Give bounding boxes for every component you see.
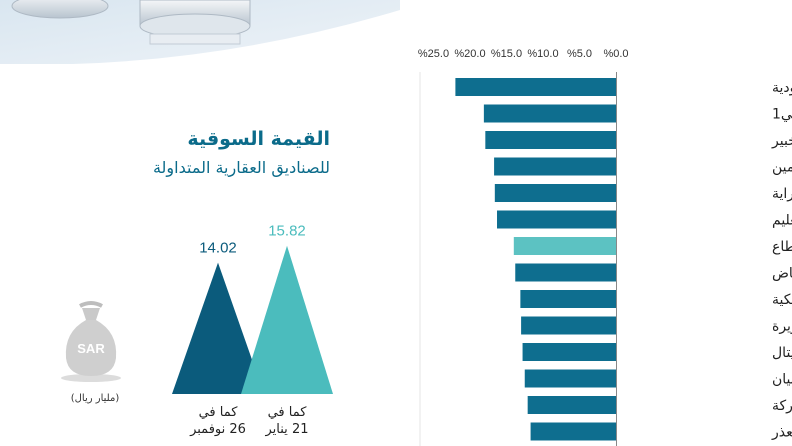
bar [483,104,616,123]
category-label: ملكية [772,292,792,308]
x-tick-label: %5.0 [567,48,592,60]
category-label: الرياض [772,266,792,282]
bar [513,237,616,255]
bar [497,210,616,229]
bar [522,343,616,361]
category-label: بنيان [772,372,792,388]
category-label: مشاركة [772,398,792,414]
category-caption: كما في [268,405,308,420]
bar [520,290,616,308]
category-label: تعليم [772,213,792,229]
category-label: الخبير [771,133,792,149]
category-caption: كما في [199,405,239,420]
category-label: جدوى السعودية [772,80,792,96]
category-label: المعذر [771,425,792,441]
market-value-title: القيمة السوقية [187,128,330,150]
value-triangle [172,262,264,394]
category-label: سدكو كابيتال [772,345,792,361]
bar [527,396,616,414]
value-triangle [241,245,333,394]
x-tick-label: %15.0 [491,48,522,60]
bar [494,157,616,176]
bar [455,78,616,96]
category-label: القطاع [772,239,792,255]
category-label: دراية [772,186,792,202]
category-label: الأهلي1 [772,105,792,123]
x-tick-label: %0.0 [603,48,628,60]
value-label: 14.02 [199,240,237,257]
category-caption: 21 يناير [265,422,309,437]
x-tick-label: %10.0 [527,48,558,60]
bar [530,422,616,441]
bar [524,369,616,388]
money-bag-label: SAR [77,341,105,356]
coins-photo [0,0,400,64]
bar [521,316,616,335]
unit-label: (مليار ريال) [70,393,120,404]
money-bag-icon: SAR [61,301,121,382]
x-tick-label: %20.0 [454,48,485,60]
category-caption: 26 نوفمبر [189,422,246,437]
value-label: 15.82 [268,223,306,240]
bar [485,131,616,149]
category-label: الجزيرة [772,319,792,335]
bar [494,184,616,202]
bar [515,263,616,282]
category-label: جدوى الحرمين [772,160,792,176]
market-value-subtitle: للصناديق العقارية المتداولة [152,158,330,177]
x-tick-label: %25.0 [418,48,449,60]
